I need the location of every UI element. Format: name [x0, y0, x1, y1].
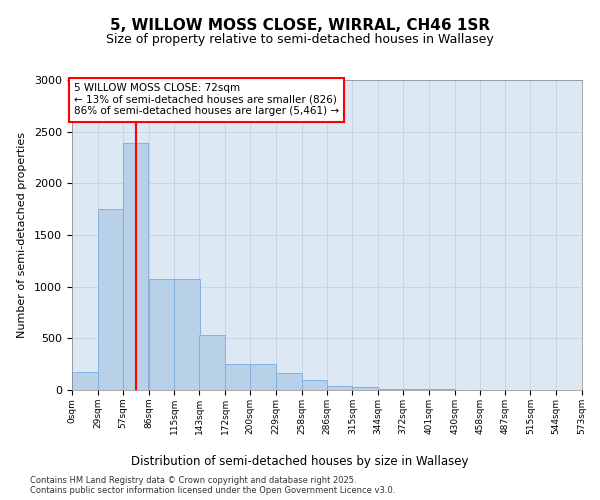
- Bar: [302, 380, 328, 390]
- Bar: [326, 386, 352, 390]
- Bar: [98, 209, 124, 390]
- Y-axis label: Number of semi-detached properties: Number of semi-detached properties: [17, 132, 27, 338]
- Bar: [123, 143, 148, 390]
- Bar: [379, 389, 404, 390]
- Text: 5 WILLOW MOSS CLOSE: 72sqm
← 13% of semi-detached houses are smaller (826)
86% o: 5 WILLOW MOSS CLOSE: 72sqm ← 13% of semi…: [74, 83, 339, 116]
- Text: Contains HM Land Registry data © Crown copyright and database right 2025.
Contai: Contains HM Land Registry data © Crown c…: [30, 476, 395, 495]
- Text: 5, WILLOW MOSS CLOSE, WIRRAL, CH46 1SR: 5, WILLOW MOSS CLOSE, WIRRAL, CH46 1SR: [110, 18, 490, 32]
- Text: Size of property relative to semi-detached houses in Wallasey: Size of property relative to semi-detach…: [106, 32, 494, 46]
- Bar: [352, 387, 378, 390]
- Bar: [250, 364, 275, 390]
- Bar: [225, 364, 251, 390]
- Bar: [72, 372, 98, 390]
- Bar: [199, 335, 225, 390]
- Text: Distribution of semi-detached houses by size in Wallasey: Distribution of semi-detached houses by …: [131, 454, 469, 468]
- Bar: [276, 373, 302, 390]
- Bar: [149, 280, 174, 390]
- Bar: [175, 280, 200, 390]
